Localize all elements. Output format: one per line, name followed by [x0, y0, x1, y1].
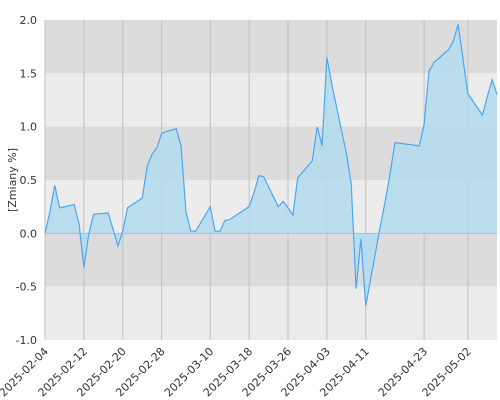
y-tick-label: 2.0 [20, 14, 38, 27]
x-axis-ticks: 2025-02-042025-02-122025-02-202025-02-28… [0, 345, 474, 399]
plot-band [45, 73, 497, 127]
y-axis-title: [Zmiany %] [6, 148, 19, 212]
y-axis-ticks: 2.0 1.5 1.0 0.5 0.0 -0.5 -1.0 [16, 14, 37, 347]
series-area [45, 24, 497, 306]
y-tick-label: 0.0 [20, 227, 38, 240]
series-line [44, 24, 498, 306]
y-tick-label: 1.0 [20, 121, 38, 134]
plot-band [45, 286, 497, 340]
plot-band [45, 20, 497, 74]
series-layer [44, 24, 498, 306]
y-tick-label: -0.5 [16, 281, 37, 294]
y-tick-label: -1.0 [16, 334, 37, 347]
plot-band [45, 233, 497, 287]
y-tick-label: 0.5 [20, 174, 38, 187]
y-tick-label: 1.5 [20, 67, 38, 80]
